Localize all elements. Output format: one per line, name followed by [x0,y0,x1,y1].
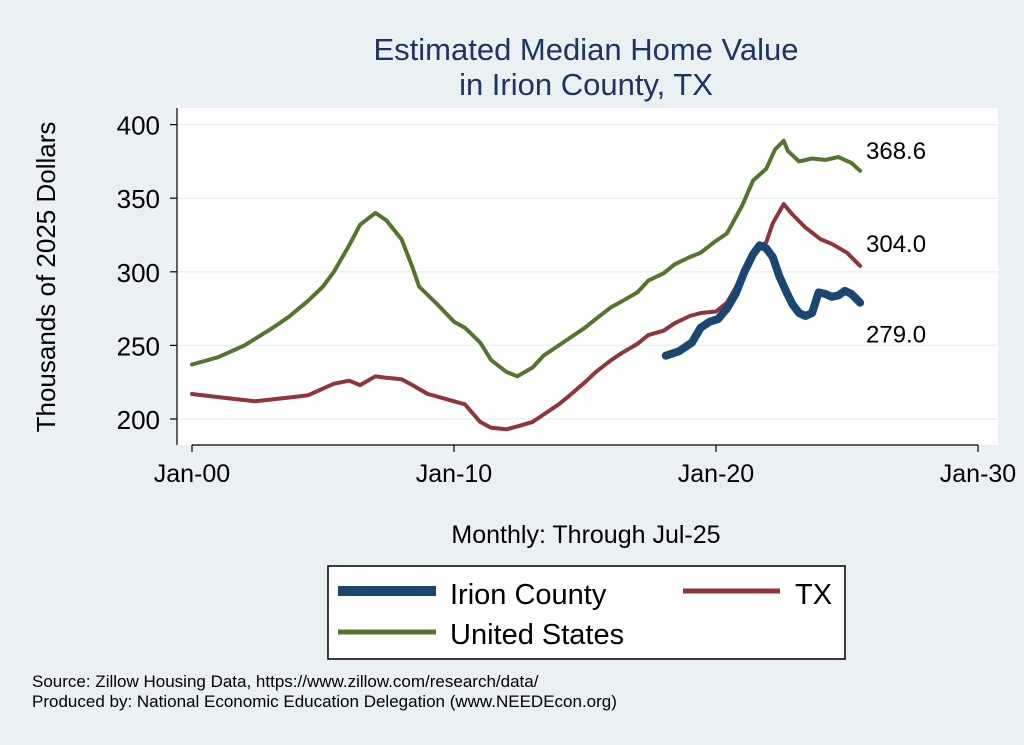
y-axis: 200 250 300 350 400 [117,108,178,445]
y-tick-label: 400 [117,111,160,141]
y-tick-label: 250 [117,331,160,361]
x-tick-label: Jan-00 [154,460,230,488]
series-line-irion-county [661,241,865,360]
end-labels: 368.6 304.0 279.0 [866,138,926,349]
producer-note: Produced by: National Economic Education… [32,692,617,711]
x-axis: Jan-00 Jan-10 Jan-20 Jan-30 [154,444,1016,488]
y-axis-title: Thousands of 2025 Dollars [31,122,61,433]
legend: Irion County TX United States [327,565,846,660]
chart-title-line-2: in Irion County, TX [459,67,713,102]
series-line-united-states [190,138,863,379]
end-label: 279.0 [866,322,926,349]
source-note: Source: Zillow Housing Data, https://www… [32,672,539,691]
series-lines [190,138,865,432]
plot-area [177,108,998,445]
x-tick-label: Jan-30 [940,460,1016,488]
x-axis-title: Monthly: Through Jul-25 [451,521,720,549]
legend-label: Irion County [450,579,607,611]
x-tick-label: Jan-20 [678,460,754,488]
legend-box [327,565,846,660]
y-tick-label: 350 [117,184,160,214]
series-line-tx [190,202,863,432]
y-tick-label: 200 [117,405,160,435]
end-label: 304.0 [866,231,926,258]
end-label: 368.6 [866,138,926,165]
legend-label: United States [450,619,624,651]
chart-title-line-1: Estimated Median Home Value [373,32,798,67]
gridlines [177,123,998,420]
y-tick-label: 300 [117,258,160,288]
legend-label: TX [795,579,832,611]
x-tick-label: Jan-10 [416,460,492,488]
